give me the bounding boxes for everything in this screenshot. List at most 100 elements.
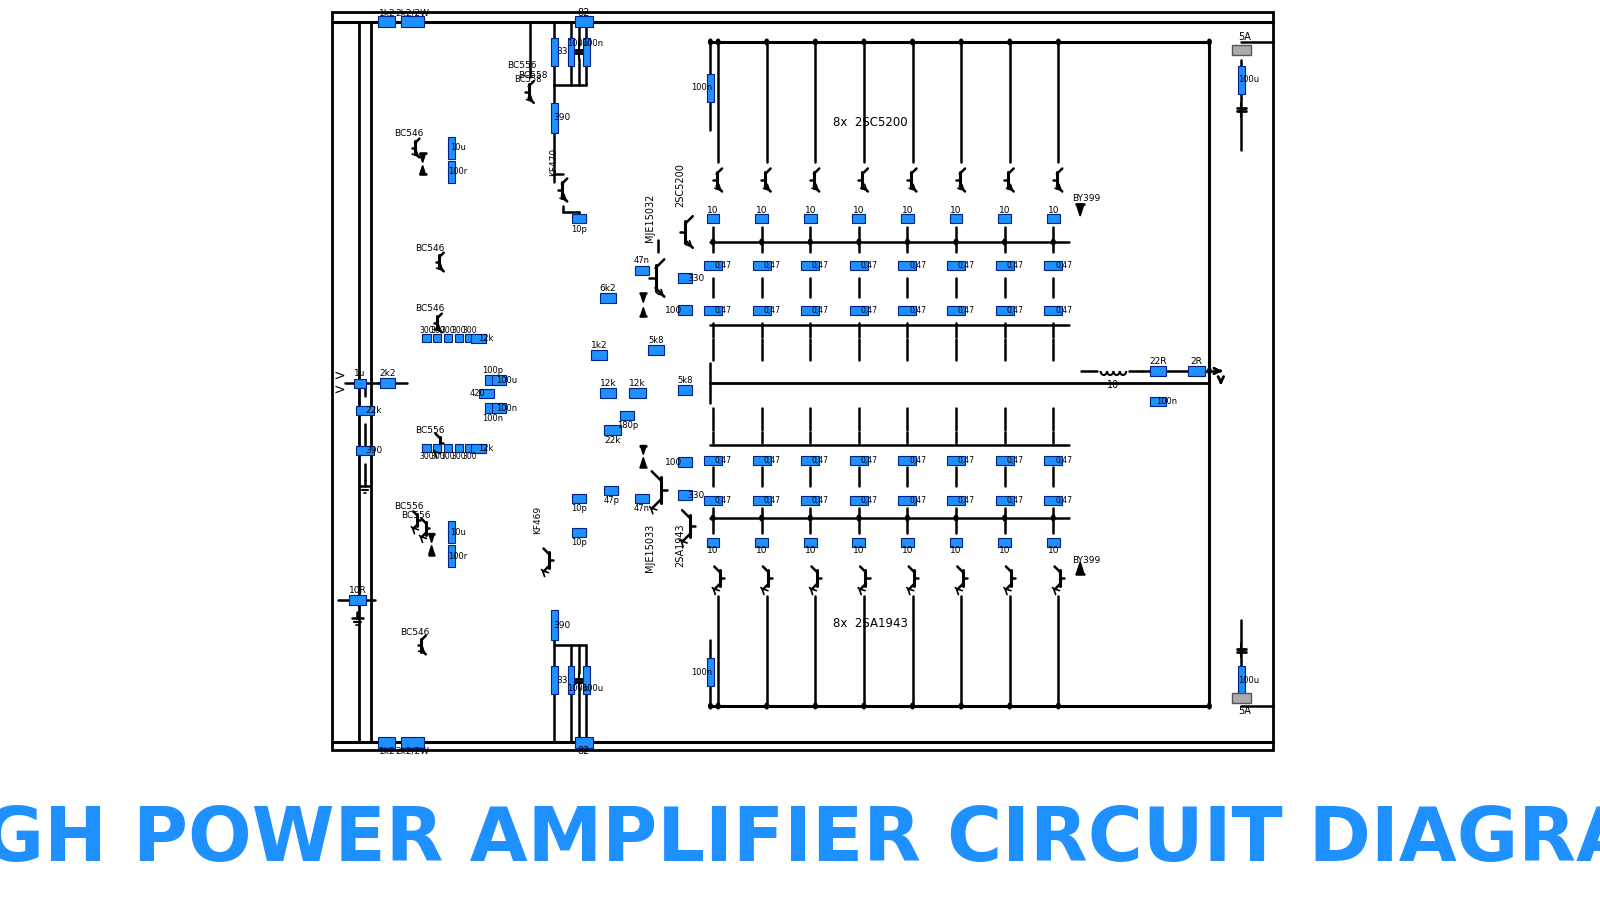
Text: 8x  2SC5200: 8x 2SC5200 <box>834 117 907 129</box>
Text: BC556: BC556 <box>507 62 536 71</box>
Bar <box>1232 693 1251 703</box>
Polygon shape <box>419 154 426 163</box>
Text: 10u: 10u <box>450 144 466 153</box>
Bar <box>478 388 494 397</box>
Polygon shape <box>429 546 435 555</box>
Circle shape <box>765 39 768 45</box>
Bar <box>434 444 442 452</box>
Bar <box>550 666 557 694</box>
Bar <box>448 161 454 183</box>
Bar <box>493 375 507 385</box>
Bar <box>704 306 722 315</box>
Text: 5k8: 5k8 <box>648 336 664 345</box>
Bar <box>850 496 867 504</box>
Text: 100n: 100n <box>691 668 712 677</box>
Text: 0,47: 0,47 <box>811 496 829 504</box>
Bar <box>574 16 592 27</box>
Bar <box>1046 214 1059 223</box>
Polygon shape <box>1077 204 1083 216</box>
Bar <box>1045 261 1062 270</box>
Bar <box>445 334 453 342</box>
Text: 0,47: 0,47 <box>811 306 829 315</box>
Polygon shape <box>640 293 646 302</box>
Text: 0,47: 0,47 <box>909 496 926 504</box>
Text: 300: 300 <box>442 326 456 335</box>
Text: 10: 10 <box>853 546 864 555</box>
Bar <box>357 445 374 454</box>
Text: 10: 10 <box>755 205 768 214</box>
Text: BY399: BY399 <box>1072 556 1101 565</box>
Text: 100r: 100r <box>448 167 467 176</box>
Text: 2k2: 2k2 <box>379 368 395 377</box>
Circle shape <box>1208 368 1211 374</box>
Bar <box>704 455 722 464</box>
Text: 6k2: 6k2 <box>600 283 616 292</box>
Text: 100u: 100u <box>582 683 603 692</box>
Text: 0,47: 0,47 <box>1006 455 1024 464</box>
Bar <box>331 12 1274 750</box>
Text: 12k: 12k <box>478 443 494 452</box>
Bar <box>899 455 917 464</box>
Text: 0,47: 0,47 <box>909 306 926 315</box>
Bar <box>571 528 586 537</box>
Circle shape <box>709 703 712 709</box>
Bar <box>850 261 867 270</box>
Text: 10p: 10p <box>571 503 587 512</box>
Bar <box>678 490 691 500</box>
Bar <box>704 496 722 504</box>
Text: 0,47: 0,47 <box>1054 261 1072 270</box>
Bar <box>850 306 867 315</box>
Text: 0,47: 0,47 <box>861 306 877 315</box>
Bar <box>600 293 616 303</box>
Bar <box>707 74 714 102</box>
Text: 10: 10 <box>1107 380 1120 390</box>
Bar <box>802 306 819 315</box>
Text: 2R: 2R <box>1190 357 1203 366</box>
Text: 10: 10 <box>902 546 914 555</box>
Text: 0,47: 0,47 <box>763 261 781 270</box>
Bar <box>448 521 454 543</box>
Bar <box>568 38 574 66</box>
Circle shape <box>808 515 813 520</box>
Text: 0,47: 0,47 <box>1006 261 1024 270</box>
Text: >: > <box>334 383 346 397</box>
Text: 100r: 100r <box>448 551 467 560</box>
Text: BC546: BC546 <box>416 303 445 312</box>
Text: 100u: 100u <box>1238 675 1259 684</box>
Text: 390: 390 <box>554 621 571 630</box>
Text: 0,47: 0,47 <box>811 261 829 270</box>
Circle shape <box>712 239 715 244</box>
Circle shape <box>1051 515 1054 520</box>
Text: BC546: BC546 <box>394 129 424 138</box>
Circle shape <box>712 515 715 520</box>
Bar <box>485 375 501 385</box>
Bar <box>998 214 1011 223</box>
Text: 0,47: 0,47 <box>715 306 731 315</box>
Bar <box>752 306 771 315</box>
Text: 0,47: 0,47 <box>1054 455 1072 464</box>
Bar <box>422 444 430 452</box>
Bar <box>950 214 963 223</box>
Bar <box>354 378 366 387</box>
Circle shape <box>954 239 958 244</box>
Polygon shape <box>429 534 435 542</box>
Bar <box>899 261 917 270</box>
Bar <box>379 737 395 748</box>
Bar <box>470 334 486 342</box>
Text: 10: 10 <box>707 546 718 555</box>
Circle shape <box>1208 703 1211 709</box>
Text: 10: 10 <box>755 546 768 555</box>
Circle shape <box>954 515 958 520</box>
Text: 82: 82 <box>578 746 590 756</box>
Text: 22k: 22k <box>366 405 382 414</box>
Text: >: > <box>334 369 346 383</box>
Text: 1u: 1u <box>354 368 366 377</box>
Bar <box>357 405 374 414</box>
Text: 10u: 10u <box>450 528 466 537</box>
Circle shape <box>1003 239 1006 244</box>
Text: 0,47: 0,47 <box>715 496 731 504</box>
Bar <box>402 16 424 27</box>
Circle shape <box>858 239 861 244</box>
Circle shape <box>862 39 866 45</box>
Text: 8x  2SA1943: 8x 2SA1943 <box>834 616 907 630</box>
